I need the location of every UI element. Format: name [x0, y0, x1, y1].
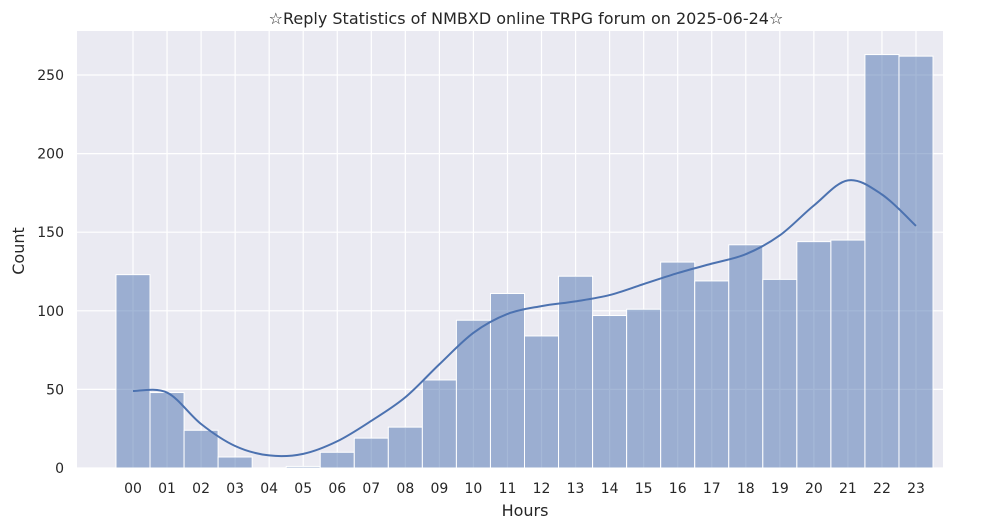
bar-07	[353, 437, 389, 469]
x-tick-label: 18	[737, 481, 755, 497]
bar-17	[694, 280, 730, 469]
bar-00	[115, 274, 151, 469]
bar-02	[183, 429, 219, 469]
x-tick-label: 15	[635, 481, 653, 497]
x-tick-label: 11	[499, 481, 517, 497]
bar-18	[728, 244, 764, 469]
y-tick-label: 200	[37, 147, 64, 163]
x-tick-label: 10	[465, 481, 483, 497]
x-tick-label: 19	[771, 481, 789, 497]
bar-01	[149, 392, 185, 469]
bar-05	[285, 465, 321, 469]
x-tick-label: 09	[430, 481, 448, 497]
bar-19	[762, 278, 798, 469]
x-tick-labels: 00 01 02 03 04 05 06 07 08 09 10 11 12 13 14 15 16 17 18 19…	[124, 481, 925, 497]
x-tick-label: 21	[839, 481, 857, 497]
bar-09	[421, 379, 457, 469]
kde-curve	[132, 179, 917, 458]
x-tick-label: 23	[907, 481, 925, 497]
bar-12	[524, 335, 560, 469]
bar-03	[217, 456, 253, 469]
x-tick-label: 03	[226, 481, 244, 497]
y-tick-labels: 0 50 100 150 200 250	[37, 68, 64, 477]
bar-08	[387, 426, 423, 469]
x-tick-label: 12	[533, 481, 551, 497]
y-axis-label: Count	[9, 227, 28, 275]
x-tick-label: 16	[669, 481, 687, 497]
chart-title: ☆Reply Statistics of NMBXD online TRPG f…	[269, 9, 784, 28]
y-tick-label: 50	[46, 382, 64, 398]
x-tick-label: 05	[294, 481, 312, 497]
x-tick-label: 17	[703, 481, 721, 497]
x-tick-label: 13	[567, 481, 585, 497]
x-axis-label: Hours	[502, 501, 549, 520]
x-tick-label: 14	[601, 481, 619, 497]
y-tick-label: 0	[55, 461, 64, 477]
bar-14	[592, 315, 628, 469]
x-tick-label: 01	[158, 481, 176, 497]
x-tick-label: 20	[805, 481, 823, 497]
x-tick-label: 07	[362, 481, 380, 497]
y-tick-label: 150	[37, 225, 64, 241]
y-tick-label: 250	[37, 68, 64, 84]
bar-13	[558, 275, 594, 469]
y-tick-label: 100	[37, 304, 64, 320]
x-tick-label: 22	[873, 481, 891, 497]
x-tick-label: 08	[396, 481, 414, 497]
bar-23	[898, 55, 934, 469]
bar-21	[830, 239, 866, 469]
bar-20	[796, 241, 832, 469]
x-tick-label: 06	[328, 481, 346, 497]
bar-15	[626, 308, 662, 469]
bar-11	[489, 293, 525, 469]
bar-06	[319, 451, 355, 469]
x-tick-label: 02	[192, 481, 210, 497]
bar-22	[864, 54, 900, 469]
x-tick-label: 04	[260, 481, 278, 497]
x-tick-label: 00	[124, 481, 142, 497]
bars	[115, 54, 934, 469]
bar-16	[660, 261, 696, 469]
